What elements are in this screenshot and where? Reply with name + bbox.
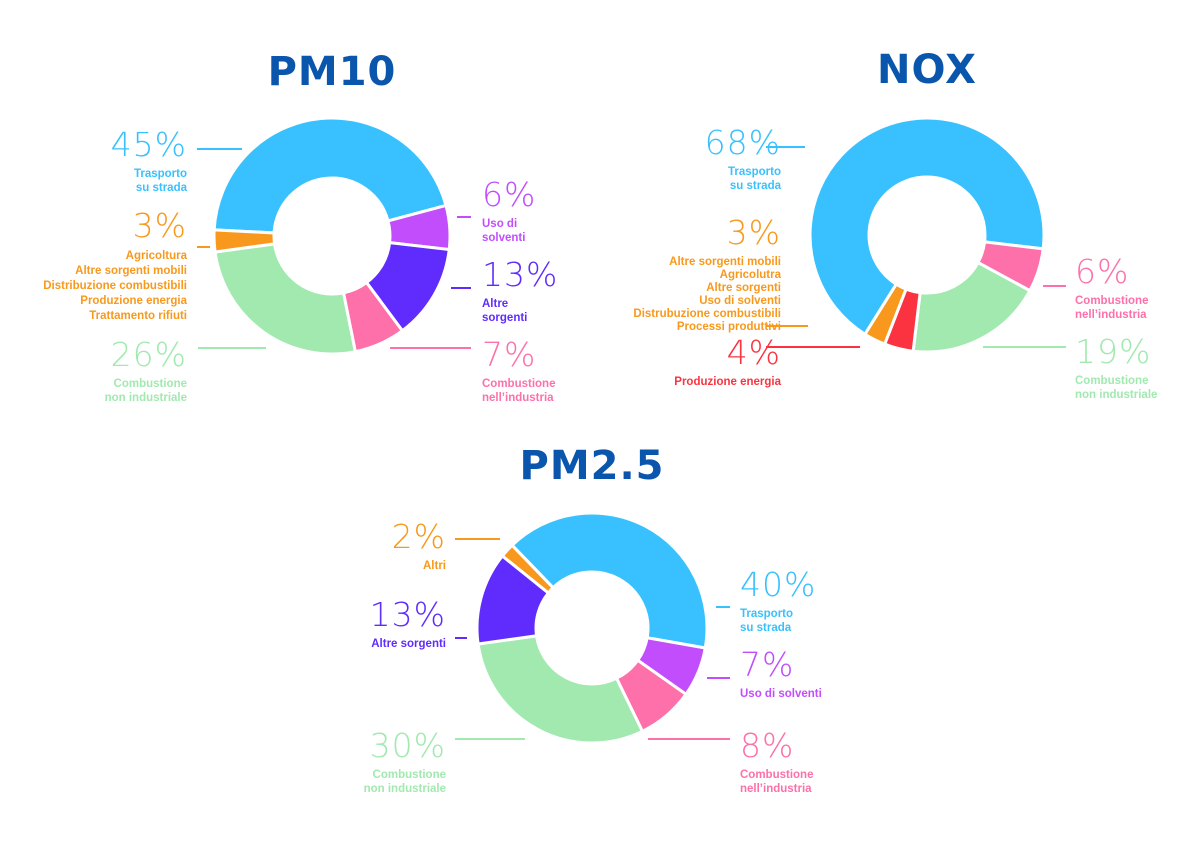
category-label: Uso di solventi [699,295,781,307]
category-label: sorgenti [482,311,528,324]
chart-title: NOX [877,47,977,93]
data-label-percent: 68% [704,123,781,162]
category-label: Combustione [1075,295,1149,307]
slice-label: 2% Altri [392,520,446,574]
category-label: Trasporto [740,608,794,620]
data-label-percent: 7% [740,645,795,684]
data-label-percent: 13% [482,255,559,294]
slice-label: 13% Altre sorgenti [370,598,446,652]
category-label: Altre sorgenti [706,282,781,294]
category-label: Uso di [482,218,518,230]
slice-label: 8% Combustione nell’industria [740,729,813,796]
slice-label: 6% Combustione nell’industria [1075,255,1148,322]
slice-label: 40% Trasporto su strada [740,568,816,635]
slice-label: 6% Uso di solventi [482,178,536,245]
category-label: Distribuzione combustibili [43,280,187,292]
category-label: nell’industria [1075,308,1147,321]
category-label: Altri [423,560,446,572]
chart-title: PM10 [267,49,397,95]
data-label-percent: 13% [369,595,446,634]
chart-title: PM2.5 [519,443,665,489]
slice-label: 4% Produzione energia [674,336,781,390]
category-label: Combustione [1075,375,1149,387]
category-label: Altre sorgenti mobili [669,256,781,268]
category-label: solventi [482,231,526,244]
data-label-percent: 4% [726,333,781,372]
slice-label: 30% Combustione non industriale [364,729,446,796]
category-label: Altre sorgenti mobili [75,265,187,277]
data-label-percent: 8% [740,726,795,765]
data-label-percent: 3% [726,213,781,252]
donut-pm10 [212,116,452,356]
donut-slice [212,228,277,254]
donut-slice [862,282,908,347]
category-label: non industriale [1075,388,1158,401]
category-label: Processi produttivi [676,321,781,333]
category-label: Agricolutra [719,269,781,281]
data-label-percent: 45% [110,125,187,164]
category-label: Combustione [372,769,446,781]
slice-label: 68% Trasporto su strada [705,126,781,193]
slice-label: 13% Altre sorgenti [482,258,558,325]
slice-label: 26% Combustione non industriale [105,338,187,405]
donut-slice [911,260,1032,354]
slice-label: 7% Combustione nell’industria [482,338,555,405]
data-label-percent: 40% [740,565,817,604]
category-label: non industriale [104,391,187,404]
category-label: Combustione [113,378,187,390]
category-label: nell’industria [482,391,554,404]
donut-nox [808,116,1046,354]
donut-slice [213,242,358,356]
data-label-percent: 30% [369,726,446,765]
category-label: Altre sorgenti [371,638,446,650]
donut-slice [509,511,709,650]
category-label: Uso di solventi [740,688,822,700]
slice-label: 45% Trasporto su strada [111,128,187,195]
data-label-percent: 6% [1075,252,1130,291]
slice-label: 3% Agricoltura Altre sorgenti mobili Distri… [43,209,187,324]
category-label: Agricoltura [125,250,187,262]
category-label: nell’industria [740,782,812,795]
data-label-percent: 3% [132,206,187,245]
category-label: Combustione [740,769,814,781]
donut-slice [500,543,556,596]
data-label-percent: 19% [1075,332,1152,371]
category-label: su strada [740,621,792,634]
data-label-percent: 7% [482,335,537,374]
category-label: non industriale [363,782,446,795]
donut-slice [808,116,1046,337]
data-label-percent: 6% [482,175,537,214]
category-label: Trattamento rifiuti [89,310,187,322]
donut-slice [476,634,645,745]
donut-slice [212,116,448,235]
category-label: Produzione energia [674,376,781,388]
slice-label: 19% Combustione non industriale [1075,335,1157,402]
category-label: Altre [482,298,509,310]
category-label: Trasporto [727,166,781,178]
category-label: Distrubuzione combustibili [633,308,781,320]
donut-pm2-5 [475,511,709,745]
data-label-percent: 2% [391,517,446,556]
slice-label: 7% Uso di solventi [740,648,822,702]
category-label: su strada [729,179,781,192]
data-label-percent: 26% [110,335,187,374]
slice-label: 3% Altre sorgenti mobili Agricolutra Altre … [633,216,781,334]
category-label: Trasporto [133,168,187,180]
category-label: su strada [135,181,187,194]
category-label: Combustione [482,378,556,390]
category-label: Produzione energia [80,295,187,307]
